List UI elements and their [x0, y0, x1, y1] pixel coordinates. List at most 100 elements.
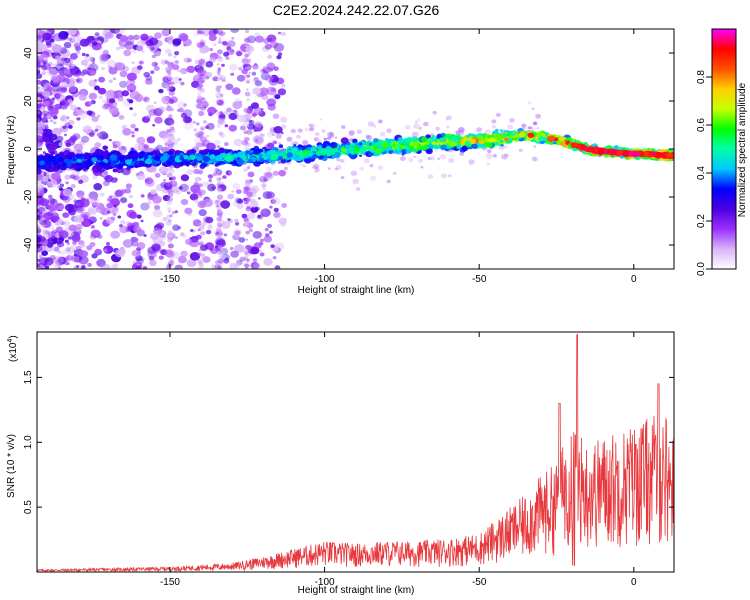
spectral-blob [508, 138, 513, 142]
spectral-blob [273, 77, 280, 83]
spectral-blob [168, 35, 174, 40]
spectral-blob [290, 128, 296, 134]
spectral-blob [359, 166, 364, 171]
spectral-blob [216, 100, 220, 104]
spectral-blob [154, 173, 161, 178]
spectral-blob [131, 249, 140, 257]
spectral-blob [244, 91, 251, 97]
spectral-blob [106, 202, 114, 209]
x-tick-label: -150 [160, 274, 180, 285]
spectral-blob [50, 89, 56, 94]
spectral-blob [158, 166, 169, 175]
spectral-blob [37, 224, 40, 230]
spectral-blob [146, 136, 156, 144]
spectral-blob [416, 118, 421, 122]
snr-scale-factor: (x104) [7, 335, 19, 362]
spectral-blob [47, 107, 59, 117]
spectral-blob [112, 109, 120, 116]
spectral-blob [165, 220, 172, 226]
spectral-blob [73, 265, 80, 269]
spectral-blob [53, 262, 61, 269]
spectral-blob [167, 188, 174, 195]
spectral-blob [133, 34, 140, 41]
spectral-blob [245, 116, 252, 121]
spectral-blob [382, 141, 389, 148]
spectral-blob [250, 261, 260, 269]
spectral-blob [242, 189, 248, 194]
spectral-blob [184, 238, 193, 245]
y-tick-label: 0.5 [23, 500, 34, 514]
spectral-blob [134, 127, 139, 132]
spectral-blob [579, 145, 586, 150]
spectral-blob [239, 256, 246, 262]
spectral-blob [100, 263, 111, 269]
spectral-blob [39, 236, 46, 242]
spectral-blob [429, 156, 435, 161]
spectral-blob [78, 112, 88, 120]
spectral-blob [248, 72, 251, 74]
spectral-blob [106, 59, 116, 68]
spectral-blob [220, 200, 231, 209]
spectral-blob [184, 122, 194, 130]
spectral-blob [425, 148, 433, 155]
snr-series-line [37, 334, 674, 572]
spectral-blob [88, 63, 99, 72]
spectral-blob [245, 201, 249, 205]
spectral-blob [136, 257, 144, 265]
spectral-blob [491, 134, 495, 138]
spectral-blob [246, 97, 251, 102]
spectral-blob [40, 30, 46, 35]
spectral-blob [143, 144, 150, 149]
colorbar-tick-label: 0.2 [696, 214, 707, 228]
spectral-blob [127, 203, 134, 209]
spectral-blob [217, 265, 223, 269]
spectral-blob [78, 217, 84, 223]
spectral-blob [58, 157, 64, 163]
spectral-blob [236, 152, 243, 158]
spectral-blob [408, 157, 414, 163]
spectral-blob [436, 142, 439, 146]
spectral-blob [202, 198, 214, 207]
spectral-blob [119, 225, 129, 234]
spectral-blob [224, 257, 229, 261]
spectral-blob [76, 245, 82, 251]
spectral-blob [266, 142, 275, 149]
spectral-blob [230, 72, 235, 76]
spectral-blob [64, 57, 71, 64]
spectral-blob [478, 135, 485, 141]
spectral-blob [486, 162, 490, 166]
spectral-blob [251, 102, 259, 109]
spectral-blob [546, 135, 555, 143]
spectral-blob [147, 196, 152, 201]
spectral-blob [352, 143, 356, 147]
spectral-blob [94, 128, 99, 132]
spectral-blob [234, 218, 239, 223]
spectral-blob [38, 218, 47, 226]
spectral-blob [296, 134, 301, 139]
spectral-blob [47, 231, 57, 239]
spectral-blob [201, 253, 206, 257]
spectral-blob [214, 149, 220, 154]
spectral-blob [216, 145, 221, 149]
spectral-blob [198, 59, 206, 65]
spectral-blob [135, 266, 141, 269]
spectral-blob [65, 142, 71, 147]
x-tick-label: 0 [631, 274, 637, 285]
spectral-blob [168, 251, 173, 255]
spectral-blob [370, 145, 375, 150]
spectral-blob [216, 177, 222, 182]
spectral-blob [219, 33, 224, 37]
spectral-blob [145, 74, 153, 81]
spectral-blob [441, 173, 448, 179]
spectral-blob [178, 107, 184, 113]
spectral-blob [149, 259, 157, 267]
spectral-blob [273, 207, 279, 213]
spectral-blob [216, 123, 222, 128]
spectral-blob [224, 142, 229, 147]
spectral-blob [87, 262, 92, 267]
spectral-blob [56, 59, 65, 66]
spectral-blob [132, 112, 138, 117]
spectral-blob [339, 145, 343, 148]
spectral-blob [158, 88, 164, 94]
spectral-blob [78, 154, 82, 158]
